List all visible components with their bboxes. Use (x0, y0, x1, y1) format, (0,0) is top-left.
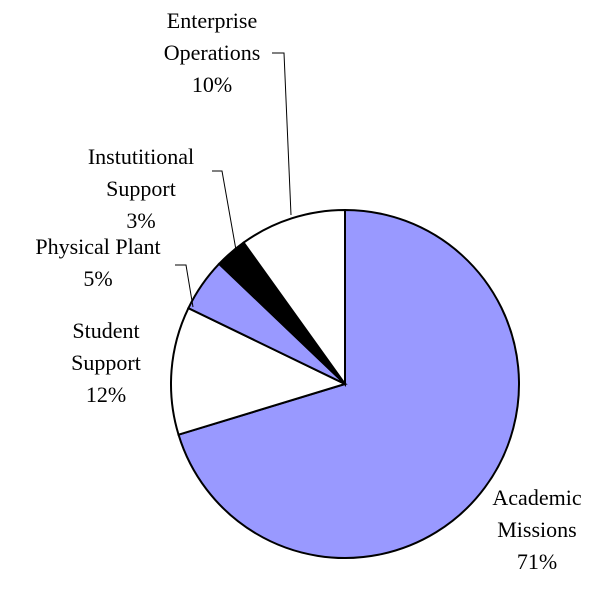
slice-label-1: Student (72, 318, 139, 343)
leader-lines (175, 52, 292, 308)
slice-label-1: Support (71, 350, 141, 375)
leader-line-3 (212, 170, 237, 251)
leader-line-2 (175, 264, 194, 308)
slice-label-0: Missions (497, 517, 576, 542)
slice-label-2: Physical Plant (35, 234, 160, 259)
pie-slice-0 (177, 208, 520, 559)
pie-slice-1 (170, 306, 348, 436)
slice-label-3: Instutitional (88, 144, 194, 169)
slice-percent-0: 71% (517, 549, 557, 574)
pie-slices (170, 208, 520, 559)
slice-label-3: Support (106, 176, 176, 201)
slice-percent-1: 12% (86, 382, 126, 407)
slice-label-0: Academic (492, 485, 581, 510)
slice-percent-3: 3% (126, 208, 155, 233)
leader-line-4 (272, 52, 292, 216)
pie-slice-4 (242, 208, 346, 388)
slice-label-4: Enterprise (167, 8, 257, 33)
slice-percent-4: 10% (192, 72, 232, 97)
slice-label-4: Operations (164, 40, 261, 65)
slice-labels: Academic Missions 71% Student Support 12% Phys… (35, 8, 581, 574)
slice-percent-2: 5% (83, 266, 112, 291)
